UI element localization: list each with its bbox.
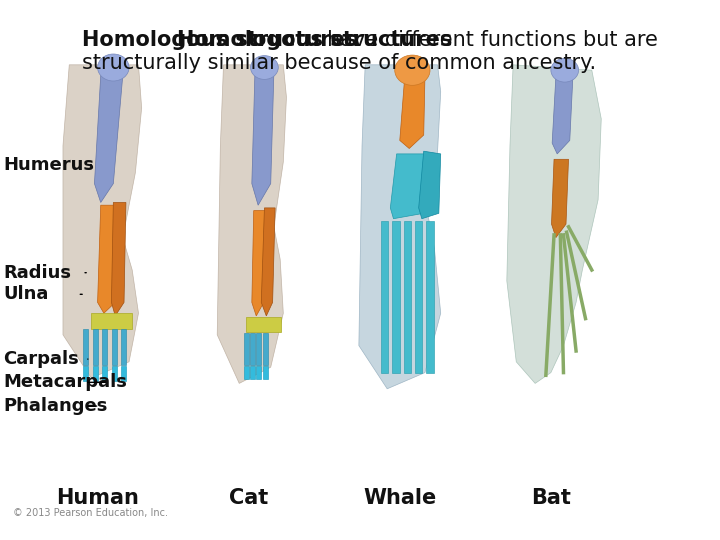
PathPatch shape (552, 159, 569, 238)
Text: Whale: Whale (363, 488, 436, 508)
PathPatch shape (390, 154, 425, 219)
PathPatch shape (112, 202, 126, 316)
PathPatch shape (507, 65, 601, 383)
Bar (250, 366, 255, 379)
Text: have different functions but are
structurally similar because of common ancestry: have different functions but are structu… (82, 30, 658, 73)
Text: Homologous structures: Homologous structures (177, 30, 452, 50)
Bar (263, 333, 268, 365)
Text: Human: Human (56, 488, 139, 508)
Text: Carpals: Carpals (3, 350, 79, 368)
PathPatch shape (63, 65, 142, 378)
Text: Phalanges: Phalanges (3, 397, 107, 415)
Bar (102, 366, 107, 381)
Bar (93, 366, 98, 381)
PathPatch shape (94, 70, 123, 202)
Text: Bat: Bat (531, 488, 571, 508)
Bar (93, 329, 98, 364)
Bar (121, 329, 126, 364)
Bar (426, 221, 433, 373)
Bar (84, 329, 89, 364)
PathPatch shape (98, 205, 117, 313)
Bar (112, 329, 117, 364)
Text: Radius: Radius (3, 264, 71, 282)
Circle shape (98, 54, 129, 81)
Bar (243, 333, 248, 365)
Bar (263, 366, 268, 379)
Circle shape (551, 58, 579, 82)
PathPatch shape (552, 76, 573, 154)
Text: Homologous structures: Homologous structures (82, 30, 357, 50)
Text: Ulna: Ulna (3, 285, 48, 303)
Circle shape (395, 55, 430, 85)
Text: Humerus: Humerus (3, 156, 94, 174)
Bar (102, 329, 107, 364)
PathPatch shape (261, 208, 275, 316)
Bar (404, 221, 411, 373)
PathPatch shape (252, 211, 266, 316)
PathPatch shape (359, 65, 441, 389)
Text: Metacarpals: Metacarpals (3, 373, 127, 392)
PathPatch shape (252, 70, 274, 205)
PathPatch shape (400, 76, 425, 148)
Bar (84, 366, 89, 381)
PathPatch shape (217, 65, 287, 383)
Bar (256, 366, 261, 379)
Bar (381, 221, 389, 373)
Bar (91, 313, 132, 329)
Bar (256, 333, 261, 365)
Bar (246, 317, 281, 332)
Bar (112, 366, 117, 381)
PathPatch shape (418, 151, 441, 219)
Circle shape (251, 56, 278, 79)
Bar (243, 366, 248, 379)
Bar (121, 366, 126, 381)
Bar (392, 221, 400, 373)
Text: Cat: Cat (229, 488, 269, 508)
Bar (415, 221, 423, 373)
Text: © 2013 Pearson Education, Inc.: © 2013 Pearson Education, Inc. (12, 508, 168, 518)
Bar (250, 333, 255, 365)
